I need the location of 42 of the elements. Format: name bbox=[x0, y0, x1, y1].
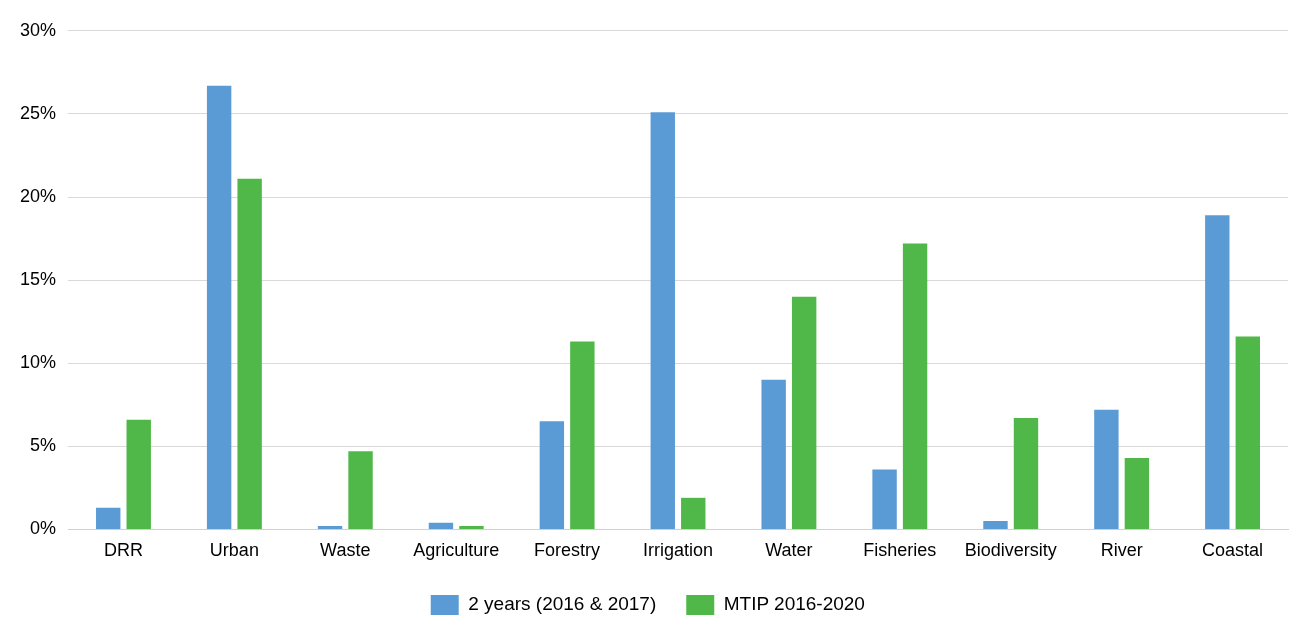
bar bbox=[206, 85, 232, 529]
bar bbox=[126, 419, 151, 529]
x-tick-label: Water bbox=[765, 540, 813, 561]
x-tick-label: River bbox=[1100, 540, 1143, 561]
y-tick-label: 25% bbox=[20, 102, 57, 123]
bar bbox=[761, 379, 786, 529]
y-tick-label: 10% bbox=[20, 352, 57, 373]
bar bbox=[570, 341, 595, 529]
x-tick-label: Fisheries bbox=[863, 540, 937, 561]
bar bbox=[983, 521, 1008, 529]
bar bbox=[681, 497, 706, 529]
bar bbox=[902, 243, 928, 529]
legend-label: 2 years (2016 & 2017) bbox=[468, 593, 657, 615]
x-tick-label: Waste bbox=[320, 540, 371, 561]
y-tick-label: 15% bbox=[20, 269, 57, 290]
bar bbox=[539, 421, 565, 529]
bar bbox=[1013, 418, 1039, 529]
y-tick-label: 0% bbox=[30, 518, 57, 539]
bar bbox=[1094, 409, 1119, 529]
x-tick-label: Irrigation bbox=[643, 540, 714, 561]
bar bbox=[317, 526, 343, 529]
bar bbox=[1124, 457, 1150, 529]
bar bbox=[650, 112, 675, 529]
bar bbox=[872, 469, 897, 529]
bar bbox=[1205, 215, 1230, 529]
bar bbox=[1235, 336, 1260, 529]
y-tick-label: 5% bbox=[30, 435, 57, 456]
x-tick-label: DRR bbox=[103, 540, 143, 561]
x-tick-label: Agriculture bbox=[413, 540, 500, 561]
bar bbox=[237, 178, 262, 529]
bar bbox=[459, 526, 484, 529]
bar bbox=[348, 451, 373, 529]
y-tick-label: 20% bbox=[20, 185, 57, 206]
bar bbox=[791, 296, 817, 529]
bar bbox=[428, 522, 454, 529]
x-tick-label: Biodiversity bbox=[964, 540, 1057, 561]
x-tick-label: Coastal bbox=[1202, 540, 1264, 561]
legend-label: MTIP 2016-2020 bbox=[723, 593, 865, 615]
x-tick-label: Forestry bbox=[534, 540, 601, 561]
x-tick-label: Urban bbox=[209, 540, 259, 561]
y-tick-label: 30% bbox=[20, 19, 57, 40]
bar bbox=[96, 507, 121, 529]
